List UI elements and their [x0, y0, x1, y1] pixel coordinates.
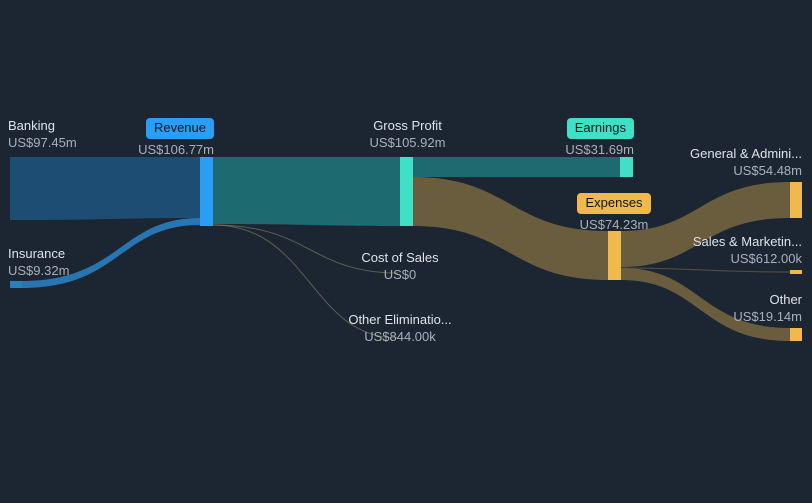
- node-sm[interactable]: [790, 270, 802, 274]
- node-expenses[interactable]: [608, 231, 621, 280]
- link-banking-revenue-2: [22, 196, 200, 220]
- node-gross[interactable]: [400, 157, 413, 226]
- link-revenue-elim: [213, 225, 398, 338]
- node-other[interactable]: [790, 328, 802, 341]
- link-banking-revenue: [22, 157, 200, 196]
- link-revenue-cost: [213, 225, 398, 273]
- sankey-chart: [0, 0, 812, 503]
- node-earnings[interactable]: [620, 157, 633, 177]
- link-gross-earnings: [413, 157, 620, 177]
- node-banking[interactable]: [10, 157, 22, 220]
- link-insurance-revenue: [22, 218, 200, 288]
- link-expenses-ga: [621, 182, 790, 267]
- node-insurance[interactable]: [10, 281, 22, 288]
- link-expenses-other: [621, 268, 790, 341]
- link-revenue-gross: [213, 157, 400, 226]
- node-revenue[interactable]: [200, 157, 213, 226]
- node-ga[interactable]: [790, 182, 802, 218]
- link-gross-expenses: [413, 177, 608, 280]
